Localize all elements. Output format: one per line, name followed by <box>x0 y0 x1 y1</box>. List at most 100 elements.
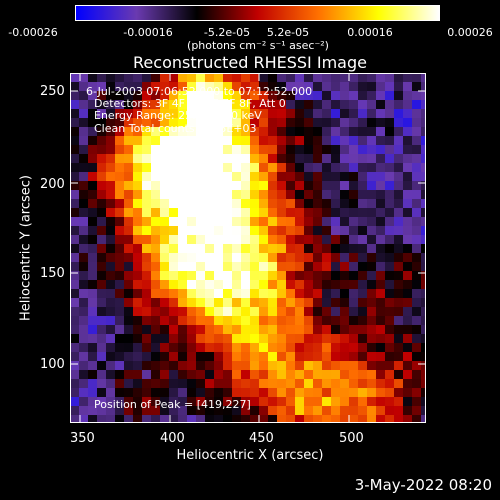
image-pixel <box>97 82 106 91</box>
image-pixel <box>412 334 421 343</box>
image-pixel <box>322 325 331 334</box>
image-pixel <box>250 334 259 343</box>
image-pixel <box>304 244 313 253</box>
image-pixel <box>340 235 349 244</box>
image-pixel <box>421 154 426 163</box>
image-pixel <box>70 127 79 136</box>
image-pixel <box>412 127 421 136</box>
image-pixel <box>115 343 124 352</box>
image-pixel <box>151 91 160 100</box>
image-pixel <box>214 109 223 118</box>
image-pixel <box>277 406 286 415</box>
image-pixel <box>286 415 295 423</box>
image-pixel <box>385 334 394 343</box>
image-pixel <box>160 280 169 289</box>
image-pixel <box>376 379 385 388</box>
image-pixel <box>259 325 268 334</box>
image-pixel <box>115 316 124 325</box>
image-pixel <box>286 91 295 100</box>
image-pixel <box>313 280 322 289</box>
image-pixel <box>97 244 106 253</box>
image-pixel <box>358 262 367 271</box>
image-pixel <box>160 226 169 235</box>
image-pixel <box>151 370 160 379</box>
image-pixel <box>268 244 277 253</box>
image-pixel <box>214 352 223 361</box>
image-pixel <box>70 91 79 100</box>
image-pixel <box>178 352 187 361</box>
image-pixel <box>376 118 385 127</box>
image-pixel <box>295 136 304 145</box>
image-pixel <box>385 280 394 289</box>
image-pixel <box>403 145 412 154</box>
image-pixel <box>241 352 250 361</box>
image-pixel <box>196 235 205 244</box>
image-pixel <box>367 181 376 190</box>
image-pixel <box>178 154 187 163</box>
image-pixel <box>223 118 232 127</box>
image-pixel <box>295 91 304 100</box>
image-pixel <box>385 352 394 361</box>
image-pixel <box>340 109 349 118</box>
image-pixel <box>304 397 313 406</box>
image-pixel <box>394 73 403 82</box>
image-pixel <box>169 280 178 289</box>
image-pixel <box>286 343 295 352</box>
image-pixel <box>196 244 205 253</box>
image-pixel <box>376 370 385 379</box>
image-pixel <box>187 73 196 82</box>
image-pixel <box>232 298 241 307</box>
image-pixel <box>214 136 223 145</box>
image-pixel <box>358 397 367 406</box>
image-pixel <box>160 262 169 271</box>
image-pixel <box>124 370 133 379</box>
image-pixel <box>214 253 223 262</box>
image-pixel <box>151 298 160 307</box>
image-pixel <box>259 73 268 82</box>
image-pixel <box>403 343 412 352</box>
image-pixel <box>367 379 376 388</box>
image-pixel <box>169 136 178 145</box>
image-pixel <box>178 244 187 253</box>
image-pixel <box>151 226 160 235</box>
image-pixel <box>259 190 268 199</box>
image-pixel <box>97 334 106 343</box>
image-pixel <box>106 208 115 217</box>
image-pixel <box>394 91 403 100</box>
image-pixel <box>214 172 223 181</box>
image-pixel <box>268 379 277 388</box>
image-pixel <box>403 208 412 217</box>
image-pixel <box>259 244 268 253</box>
image-pixel <box>295 298 304 307</box>
image-pixel <box>304 136 313 145</box>
image-pixel <box>394 190 403 199</box>
image-pixel <box>70 370 79 379</box>
image-pixel <box>169 118 178 127</box>
image-pixel <box>160 199 169 208</box>
image-pixel <box>403 397 412 406</box>
image-pixel <box>367 244 376 253</box>
image-pixel <box>115 253 124 262</box>
image-pixel <box>313 172 322 181</box>
image-pixel <box>151 127 160 136</box>
image-pixel <box>214 370 223 379</box>
image-pixel <box>367 172 376 181</box>
image-pixel <box>196 208 205 217</box>
image-pixel <box>142 163 151 172</box>
image-pixel <box>142 226 151 235</box>
image-pixel <box>214 271 223 280</box>
image-pixel <box>187 82 196 91</box>
image-pixel <box>196 127 205 136</box>
image-pixel <box>196 316 205 325</box>
image-pixel <box>322 163 331 172</box>
image-pixel <box>394 154 403 163</box>
image-pixel <box>133 100 142 109</box>
image-pixel <box>403 415 412 423</box>
image-pixel <box>205 91 214 100</box>
image-pixel <box>133 82 142 91</box>
image-pixel <box>97 325 106 334</box>
image-pixel <box>313 73 322 82</box>
image-pixel <box>70 388 79 397</box>
image-pixel <box>376 307 385 316</box>
image-pixels <box>70 73 426 423</box>
